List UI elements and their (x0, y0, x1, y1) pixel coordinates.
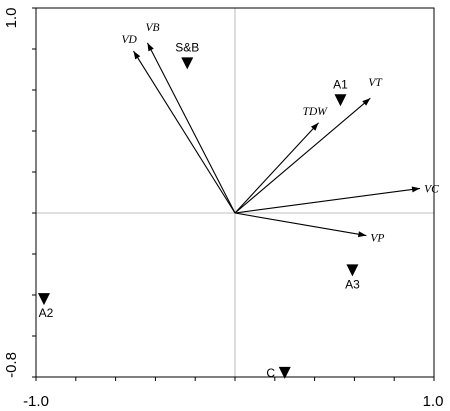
point-a1: A1 (333, 77, 348, 107)
vector-arrows: VD VB TDW VT VC VP (122, 22, 440, 245)
y-tick-label-min: -0.8 (3, 352, 20, 378)
vector-tdw: TDW (234, 106, 329, 214)
vector-arrowhead (147, 42, 154, 52)
vector-label: VB (145, 22, 159, 34)
vector-arrowhead (310, 122, 319, 131)
vector-line (133, 50, 236, 214)
zero-reference-lines (36, 8, 434, 377)
point-marker (278, 366, 291, 379)
x-tick-label-max: 1.0 (423, 393, 444, 410)
vector-vp: VP (234, 212, 384, 245)
vector-line (234, 212, 367, 237)
point-label: S&B (175, 40, 199, 54)
point-marker (346, 264, 359, 277)
point-label: A3 (345, 277, 360, 291)
point-label: A1 (333, 77, 348, 91)
y-tick-label-max: 1.0 (3, 8, 20, 29)
point-a3: A3 (345, 264, 360, 291)
vector-arrowhead (411, 186, 421, 193)
vector-label: VC (424, 183, 439, 195)
sample-points: S&B A1 A2 A3 C (37, 40, 360, 380)
vector-label: VT (368, 77, 383, 89)
vector-label: VD (122, 34, 138, 46)
vector-label: TDW (303, 106, 329, 118)
vector-arrowhead (362, 98, 371, 106)
vector-line (234, 122, 319, 214)
point-marker (37, 293, 50, 306)
vector-line (146, 42, 236, 214)
vector-line (234, 187, 421, 214)
point-c: C (266, 366, 291, 380)
point-label: C (266, 366, 275, 380)
vector-arrowhead (133, 51, 141, 60)
point-label: A2 (39, 306, 54, 320)
vector-vc: VC (234, 183, 439, 214)
axis-ticks (32, 7, 435, 381)
vector-vb: VB (145, 22, 236, 214)
point-sandb: S&B (175, 40, 199, 70)
vector-line (234, 97, 371, 214)
vector-vt: VT (234, 77, 383, 214)
point-marker (334, 94, 347, 107)
point-marker (181, 57, 194, 70)
vector-arrowhead (357, 231, 367, 238)
x-tick-label-min: -1.0 (23, 393, 49, 410)
point-a2: A2 (37, 293, 54, 320)
vector-label: VP (370, 233, 384, 245)
vector-vd: VD (122, 34, 236, 214)
